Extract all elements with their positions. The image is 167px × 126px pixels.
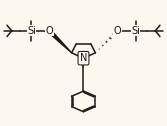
Text: N: N: [80, 53, 87, 63]
Polygon shape: [48, 30, 72, 53]
Text: O: O: [114, 26, 122, 36]
Text: Si: Si: [27, 26, 36, 36]
Text: O: O: [45, 26, 53, 36]
Text: Si: Si: [131, 26, 140, 36]
